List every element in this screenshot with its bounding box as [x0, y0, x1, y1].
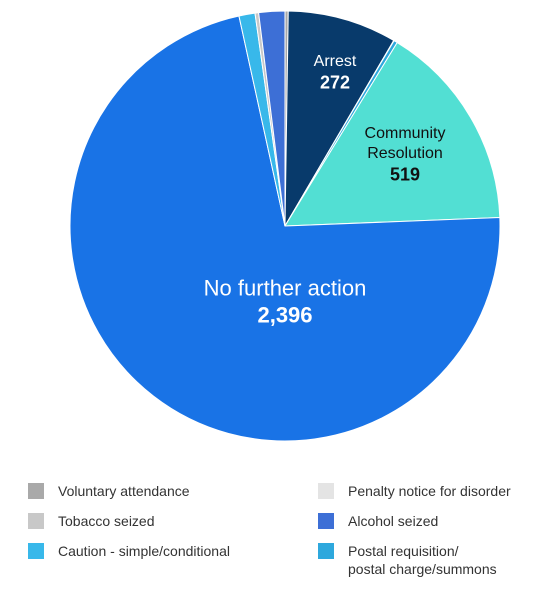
slice-label-community-resolution: Community	[365, 125, 446, 142]
legend-swatch	[28, 483, 44, 499]
legend-label: Penalty notice for disorder	[348, 483, 511, 499]
legend-swatch	[318, 483, 334, 499]
legend-swatch	[318, 513, 334, 529]
legend-label: Caution - simple/conditional	[58, 543, 230, 559]
slice-value-arrest: 272	[320, 72, 350, 92]
legend-item-voluntary-attendance: Voluntary attendance	[28, 482, 190, 500]
pie-slice-arrest	[284, 10, 395, 228]
legend-item-postal-requisition: Postal requisition/ postal charge/summon…	[318, 542, 497, 578]
pie-chart: Arrest 272 Community Resolution 519 No furthe…	[69, 10, 501, 442]
legend-swatch	[318, 543, 334, 559]
legend-item-penalty-notice: Penalty notice for disorder	[318, 482, 511, 500]
legend-item-alcohol-seized: Alcohol seized	[318, 512, 438, 530]
pie-slice-community-resolution	[284, 41, 501, 227]
legend-item-tobacco-seized: Tobacco seized	[28, 512, 155, 530]
legend-label: Voluntary attendance	[58, 483, 190, 499]
legend-label: Tobacco seized	[58, 513, 155, 529]
legend-label: Alcohol seized	[348, 513, 439, 529]
slice-label-no-further-action: No further action	[204, 276, 367, 301]
slice-label-arrest: Arrest	[314, 53, 357, 70]
legend-swatch	[28, 513, 44, 529]
legend-item-caution: Caution - simple/conditional	[28, 542, 230, 560]
legend-label: Postal requisition/ postal charge/summon…	[348, 543, 497, 577]
slice-value-no-further-action: 2,396	[257, 303, 312, 328]
slice-label-community-resolution: Resolution	[367, 145, 443, 162]
pie-slice-no-further-action	[69, 15, 501, 442]
legend-swatch	[28, 543, 44, 559]
pie-slice-alcohol-seized	[258, 10, 286, 227]
slice-value-community-resolution: 519	[390, 164, 420, 184]
